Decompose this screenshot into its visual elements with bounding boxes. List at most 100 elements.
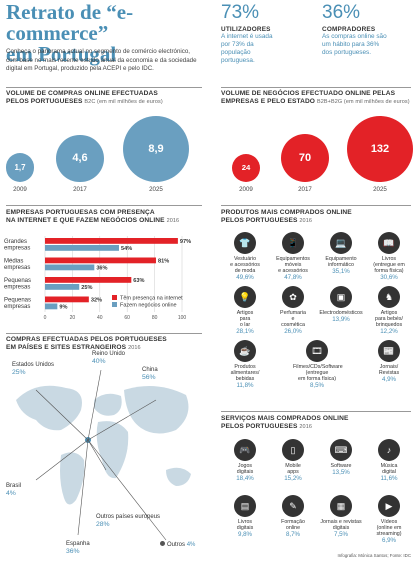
appliance-icon: ▣	[330, 286, 352, 308]
item-label-line: bebidas	[235, 376, 255, 383]
item-label-line: Jornais e revistas	[320, 519, 362, 525]
bar-business	[45, 264, 95, 271]
asia-shape	[124, 386, 189, 434]
item-gamepad: 🎮 Jogos digitais 18,4%	[221, 439, 269, 482]
item-label-line: cosmética	[281, 322, 305, 329]
stat-users: 73% UTILIZADORES A internet é usada por …	[221, 2, 311, 65]
stat-users-heading: UTILIZADORES	[221, 26, 271, 33]
services-heading-sub: 2016	[299, 424, 313, 431]
item-ebook: ▤ Livros digitais 9,8%	[221, 495, 269, 538]
bubble-year-label: 2025	[373, 186, 387, 193]
ebook-icon: ▤	[234, 495, 256, 517]
item-label-line: Formação	[281, 519, 305, 525]
item-label-line: (entregue em	[373, 262, 405, 269]
bar-presence	[45, 277, 132, 283]
map-country-name: Outros	[167, 542, 186, 548]
stat-buyers-value: 36%	[322, 2, 361, 23]
x-tick-label: 100	[178, 315, 187, 321]
item-value: 13,5%	[332, 469, 350, 477]
item-laptop: 💻 Equipamento informático 35,1%	[317, 232, 365, 275]
item-label-line: (online em	[376, 525, 402, 532]
item-appliance: ▣ Electrodomésticos 13,9%	[317, 286, 365, 323]
map-label-uk: Reino Unido 40%	[92, 351, 125, 365]
toy-icon: ♞	[378, 286, 400, 308]
item-label-line: Jogos	[237, 463, 253, 469]
services-heading-line2: PELOS PORTUGUESES	[221, 423, 298, 431]
item-label-line: digitais	[332, 525, 350, 532]
stat-buyers-heading: COMPRADORES	[322, 26, 376, 33]
item-value: 8,5%	[309, 382, 325, 390]
line-europe	[87, 439, 107, 471]
item-value: 30,6%	[380, 274, 398, 282]
phone-icon: 📱	[282, 232, 304, 254]
title-line-2: em Portugal	[6, 42, 117, 66]
item-newspaper: 📰 Jornais/Revistas 4,9%	[365, 340, 413, 383]
bar-category-label: Médias	[4, 259, 23, 265]
item-label-line: Vestuário	[233, 256, 257, 262]
bubble-year-label: 2017	[73, 186, 87, 193]
map-label-brazil: Brasil 4%	[6, 483, 21, 497]
map-country-value: 4%	[186, 542, 196, 548]
b2c-bubble-chart: 1,7 2009 4,6 2017 8,9 2025	[0, 110, 210, 200]
item-value: 18,4%	[236, 475, 254, 483]
bar-category-label: Pequenas	[4, 298, 31, 304]
divider	[221, 411, 411, 412]
item-perfume: ✿ Perfumaria e cosmética 26,0%	[269, 286, 317, 335]
film-icon: 🎞	[306, 340, 328, 362]
item-label-line: digital	[382, 469, 396, 476]
item-value: 6,9%	[381, 537, 397, 545]
item-label-line: Música	[380, 463, 398, 469]
europe-shape	[94, 393, 122, 416]
item-label-line: Artigos	[236, 310, 254, 316]
item-film: 🎞 Filmes/CDs/Software (entregue em forma fí…	[293, 340, 343, 390]
africa-shape	[96, 421, 129, 479]
bar-presence	[45, 238, 178, 244]
stat-buyers: 36% COMPRADORES As compras online são um…	[322, 2, 412, 57]
item-label-line: brinquedos	[375, 322, 403, 329]
stat-users-value: 73%	[221, 2, 260, 23]
credit-line: Infografia: Mónica Santos; Fonte: IDC	[337, 553, 411, 558]
bubble-2009: 24	[231, 153, 261, 182]
b2b-heading-line1: VOLUME DE NEGÓCIOS EFECTUADO ONLINE PELA…	[221, 90, 396, 97]
item-label-line: Livros	[237, 519, 253, 525]
divider	[221, 205, 411, 206]
legend-swatch	[112, 295, 117, 300]
item-toy: ♞ Artigos para bebés/brinquedos 12,2%	[365, 286, 413, 335]
b2b-heading-line2: EMPRESAS E PELO ESTADO	[221, 98, 316, 106]
bar-value-label: 81%	[158, 259, 169, 265]
stat-users-text: A internet é usada por 73% da população …	[221, 33, 273, 64]
page-title: Retrato de “e-commerce” em Portugal	[6, 2, 206, 65]
divider	[6, 205, 202, 206]
legend-swatch	[112, 302, 117, 307]
clothes-icon: 👕	[234, 232, 256, 254]
australia-shape	[166, 467, 191, 486]
item-phone: 📱 Equipamentos móveis e acessórios 47,8%	[269, 232, 317, 281]
music-icon: ♪	[378, 439, 400, 461]
item-label-line: Filmes/CDs/Software	[293, 364, 343, 370]
map-heading: COMPRAS EFECTUADAS PELOS PORTUGUESES EM …	[6, 336, 206, 353]
item-label-line: digitais	[236, 525, 254, 532]
bar-value-label: 9%	[59, 305, 67, 311]
item-clothes: 👕 Vestuário e acessórios de moda 49,6%	[221, 232, 269, 281]
item-label-line: (entregue	[305, 370, 329, 377]
item-value: 35,1%	[332, 268, 350, 276]
divider	[221, 87, 411, 88]
item-label-line: Vídeos	[380, 519, 398, 525]
bar-business	[45, 303, 58, 310]
item-value: 7,5%	[333, 531, 349, 539]
products-grid: 👕 Vestuário e acessórios de moda 49,6% 📱 Equip…	[221, 232, 413, 392]
map-country-name: Outros países europeus	[96, 514, 161, 520]
products-heading-line2: PELOS PORTUGUESES	[221, 217, 298, 225]
b2c-heading-sub: B2C (em mil milhões de euros)	[84, 99, 163, 106]
map-heading-sub: 2016	[128, 345, 141, 352]
item-label-line: de moda	[234, 268, 256, 275]
bubble-2025: 132	[347, 116, 413, 182]
map-label-china: China 56%	[142, 367, 158, 381]
item-label-line: forma física)	[374, 268, 404, 275]
item-label-line: Equipamentos	[276, 256, 310, 262]
bar-category-label: Grandes	[4, 239, 27, 245]
item-label-line: Software	[330, 463, 352, 469]
line-others	[87, 439, 167, 541]
item-label-line: apps	[287, 469, 299, 476]
item-label-line: Artigos	[380, 310, 398, 316]
